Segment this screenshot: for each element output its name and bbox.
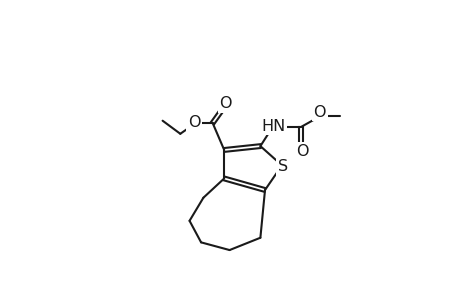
Text: HN: HN [261,118,285,134]
Text: O: O [188,115,200,130]
Text: O: O [295,144,308,159]
Text: O: O [219,96,231,111]
Text: S: S [277,159,287,174]
Text: O: O [313,105,325,120]
